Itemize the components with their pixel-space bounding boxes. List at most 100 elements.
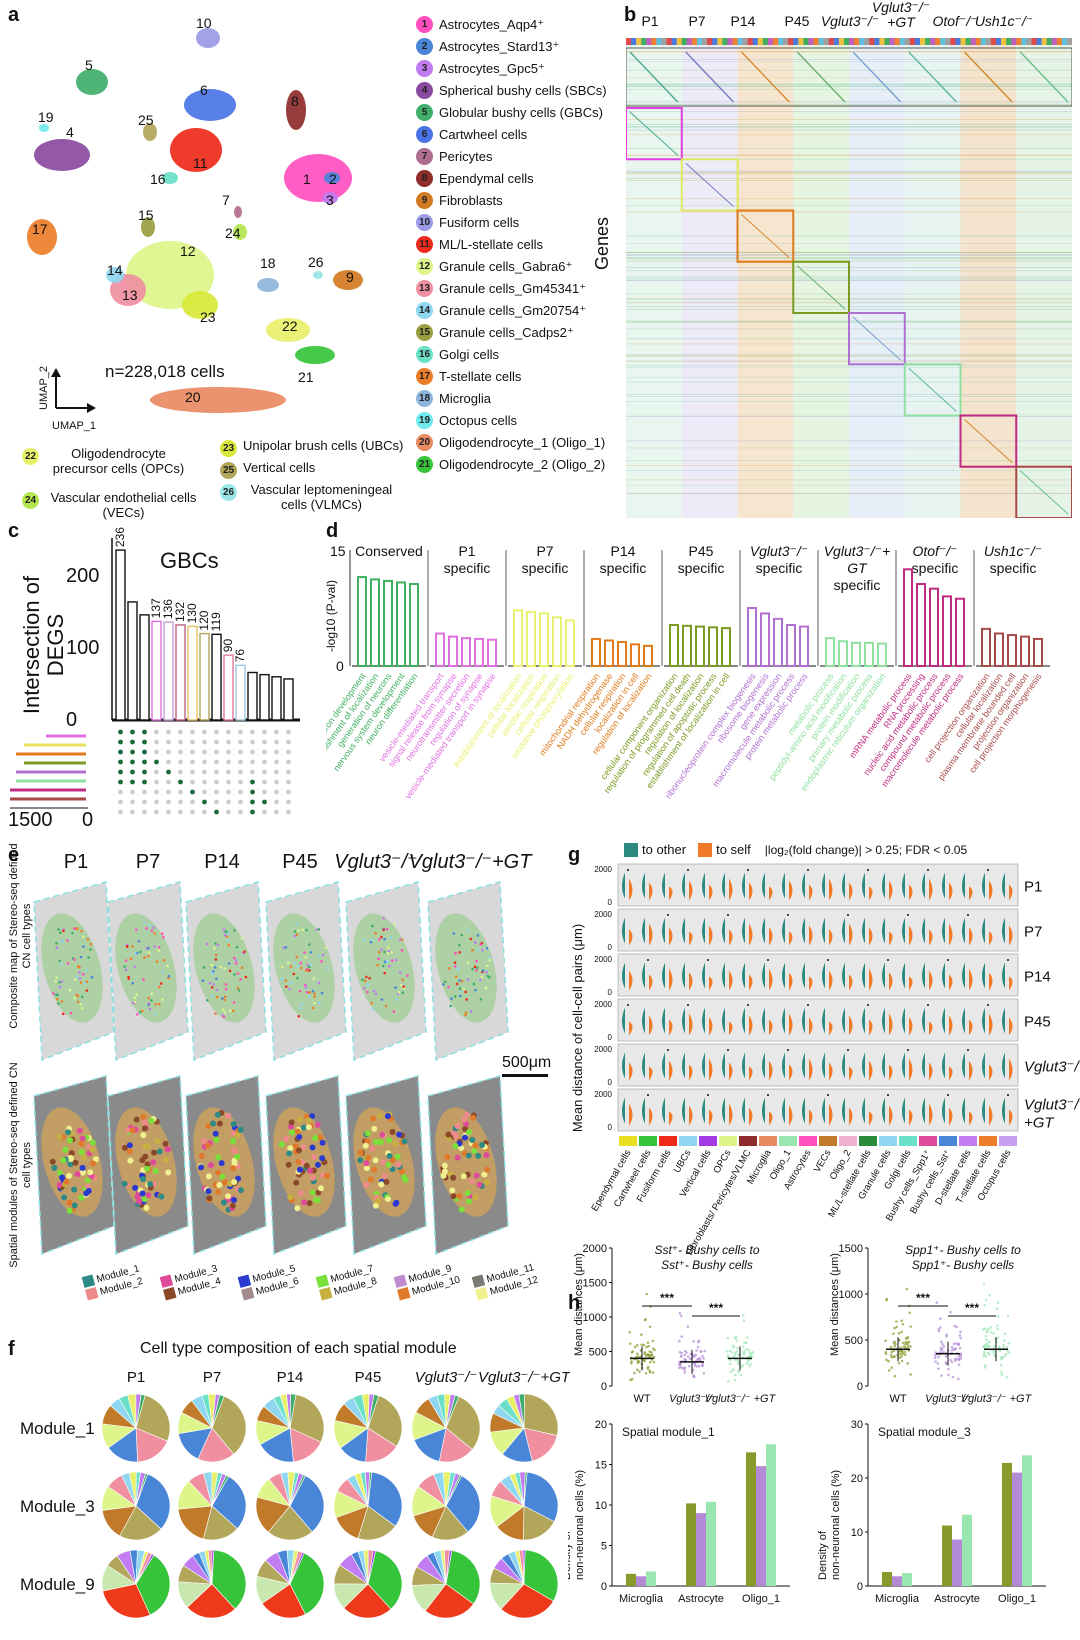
h-point: [733, 1373, 737, 1377]
violin-other: [842, 917, 845, 944]
tissue-dot: [488, 958, 491, 962]
tissue-dot: [363, 979, 367, 983]
violin-self: [949, 1066, 953, 1081]
go-title-line: Vglut3⁻/⁻+: [824, 543, 891, 559]
umap-cluster-24: [233, 224, 247, 240]
go-y-tick: 0: [336, 658, 344, 674]
h-point: [630, 1362, 633, 1365]
h-point: [889, 1345, 893, 1349]
violin-other: [742, 962, 745, 989]
upset-dot: [118, 739, 123, 745]
violin-row-label-line: P14: [1024, 969, 1051, 986]
tissue-dot: [210, 972, 214, 975]
violin-other: [902, 1097, 905, 1124]
h-point: [937, 1329, 941, 1333]
spatial-tile: [185, 1075, 267, 1256]
upset-dot: [166, 809, 171, 815]
tissue-dot: [140, 1175, 147, 1182]
violin-other: [842, 962, 845, 989]
tissue-dot: [230, 1196, 237, 1203]
upset-dot: [286, 749, 291, 755]
tissue-dot: [301, 928, 305, 931]
diag-line: [852, 316, 902, 361]
h-tick-label: 500: [589, 1347, 607, 1359]
tissue-dot: [288, 987, 291, 991]
h-point: [636, 1359, 640, 1363]
celltype-color-swatch: [939, 1136, 957, 1146]
violin-self: [849, 1066, 853, 1081]
upset-bar: [199, 632, 210, 721]
h-point: [947, 1367, 950, 1371]
strip-cell: [762, 38, 769, 45]
upset-bar: [235, 664, 246, 721]
heatmap-column-label: Vglut3⁻/⁻: [820, 13, 880, 29]
strip-cell: [752, 38, 759, 45]
heatmap-columns: [626, 38, 1072, 518]
tissue-dot: [369, 940, 373, 944]
pie-chart: [255, 1549, 325, 1619]
tissue-dot: [465, 998, 468, 1001]
tissue-dot: [283, 1135, 290, 1142]
h-point: [885, 1358, 888, 1362]
upset-dot: [142, 739, 147, 745]
legend-item-16: 16 Golgi cells: [416, 346, 499, 363]
violin-other: [982, 1007, 985, 1034]
celltype-color-swatch: [719, 1136, 737, 1146]
tissue-dot: [213, 1136, 220, 1143]
tissue-dot: [296, 1166, 303, 1173]
tissue-dot: [222, 1015, 226, 1019]
go-bar: [981, 627, 991, 667]
tissue-dot: [205, 1188, 212, 1195]
violin-other: [882, 1007, 885, 1034]
tissue-dot: [297, 1014, 301, 1018]
pie-slice: [135, 1554, 171, 1616]
tissue-dot: [484, 1166, 491, 1173]
pie-slice: [186, 1583, 236, 1619]
violin-other: [1002, 962, 1005, 989]
h-point: [648, 1371, 652, 1374]
tissue-dot: [214, 958, 218, 961]
h-group-label: Vglut3⁻/⁻: [925, 1393, 971, 1405]
spatial-maps: P1 P7 P14 P45 Vglut3⁻/⁻Vglut3⁻/⁻+GTModule_1M…: [33, 851, 540, 1301]
violin-self: [849, 974, 853, 991]
upset-dot: [166, 739, 171, 745]
tissue-dot: [162, 959, 166, 962]
tissue-dot: [84, 1177, 91, 1184]
violin-sig-dot: [987, 869, 989, 871]
h-point: [742, 1313, 745, 1317]
tissue-dot: [233, 929, 236, 932]
upset-bar: [271, 676, 282, 721]
upset-dot: [178, 739, 183, 745]
violin-sig-dot: [667, 914, 669, 916]
umap-cluster-number-24: 24: [225, 225, 241, 241]
h-point: [900, 1349, 904, 1353]
tissue-dot: [55, 941, 58, 945]
tissue-dot: [167, 976, 170, 980]
violin-other: [962, 872, 965, 899]
tissue-dot: [147, 951, 151, 954]
tissue-dot: [300, 1002, 304, 1006]
tissue-dot: [298, 1006, 302, 1010]
violin-self: [869, 968, 873, 991]
pie-chart: [411, 1471, 481, 1541]
go-bar: [617, 641, 627, 667]
violin-sig-dot: [747, 869, 749, 871]
h-point: [635, 1368, 639, 1372]
upset-dot: [178, 749, 183, 755]
tissue-dot: [484, 1179, 491, 1186]
strip-cell: [965, 38, 972, 45]
legend-label-4: Spherical bushy cells (SBCs): [439, 83, 607, 98]
tissue-dot: [78, 1149, 85, 1156]
violin-other: [702, 872, 705, 899]
violin-other: [942, 1097, 945, 1124]
h-point: [636, 1352, 639, 1356]
h-point: [644, 1372, 648, 1375]
violin-row-bg: [617, 908, 1019, 952]
tissue-dot: [66, 962, 70, 965]
tissue-dot: [363, 938, 366, 941]
pie-slice: [211, 1475, 247, 1530]
heatmap-column-label: Otof⁻/⁻: [932, 13, 978, 29]
legend-item-14: 14 Granule cells_Gm20754⁺: [416, 302, 586, 319]
h-point: [901, 1352, 905, 1356]
